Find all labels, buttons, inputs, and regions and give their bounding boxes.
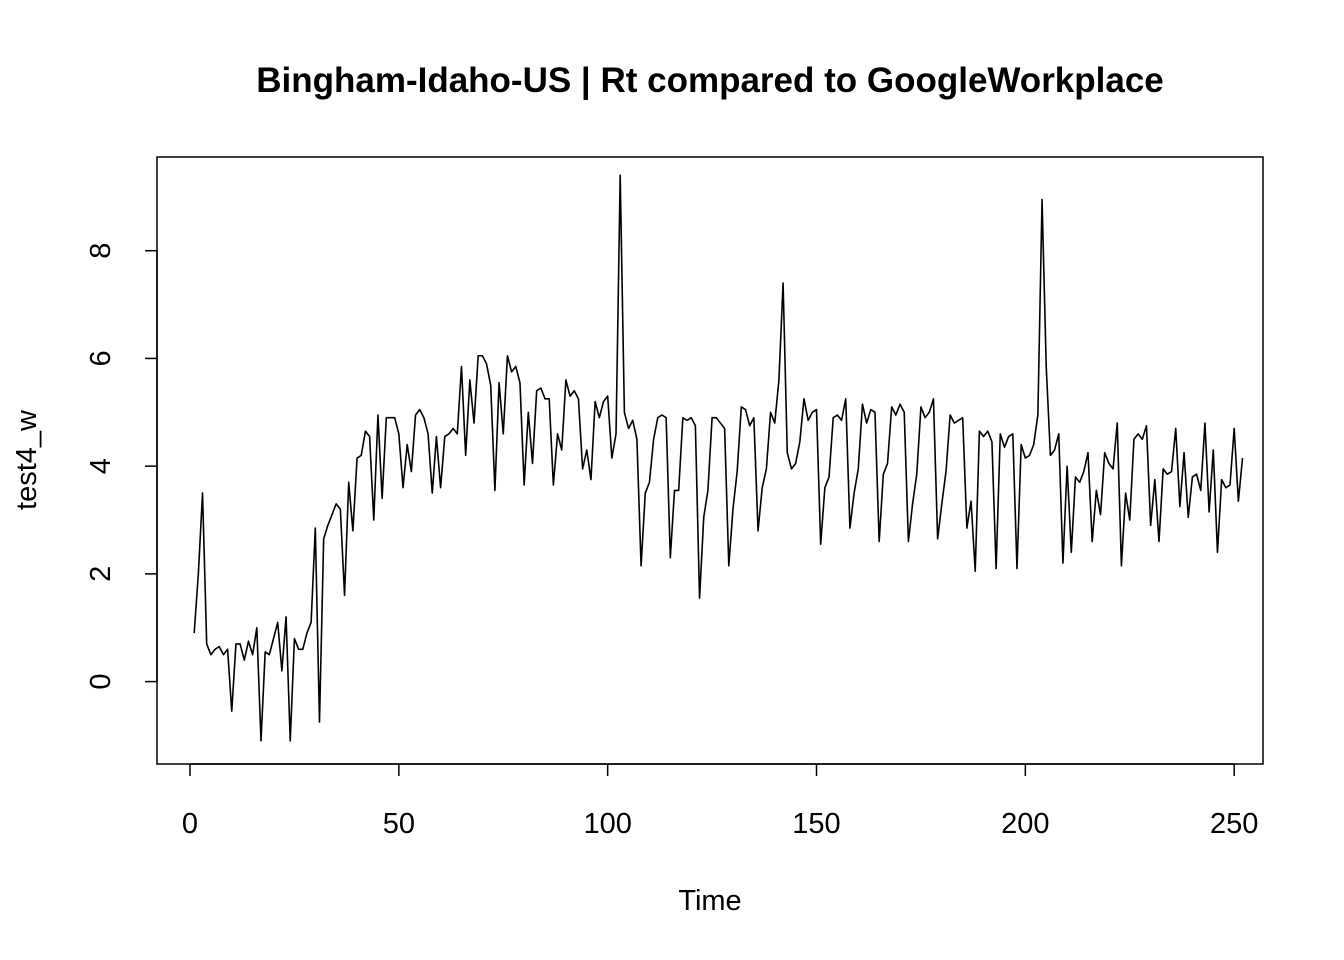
- y-axis: 0 2 4 6 8: [85, 243, 158, 690]
- x-tick-label: 150: [792, 808, 840, 840]
- y-axis-title: test4_w: [11, 409, 43, 510]
- series-layer: [193, 174, 1244, 742]
- chart-title: Bingham-Idaho-US | Rt compared to Google…: [256, 61, 1164, 100]
- y-tick-label: 4: [85, 458, 117, 474]
- y-tick-label: 2: [85, 566, 117, 582]
- y-tick-label: 0: [85, 674, 117, 690]
- x-tick-label: 100: [583, 808, 631, 840]
- x-tick-label: 200: [1001, 808, 1049, 840]
- x-axis: 0 50 100 150 200 250: [182, 763, 1258, 840]
- x-axis-title: Time: [678, 885, 741, 917]
- x-tick-label: 0: [182, 808, 198, 840]
- series-line: [193, 174, 1244, 742]
- y-tick-label: 8: [85, 243, 117, 259]
- x-tick-label: 250: [1210, 808, 1258, 840]
- y-tick-label: 6: [85, 350, 117, 366]
- x-tick-label: 50: [383, 808, 415, 840]
